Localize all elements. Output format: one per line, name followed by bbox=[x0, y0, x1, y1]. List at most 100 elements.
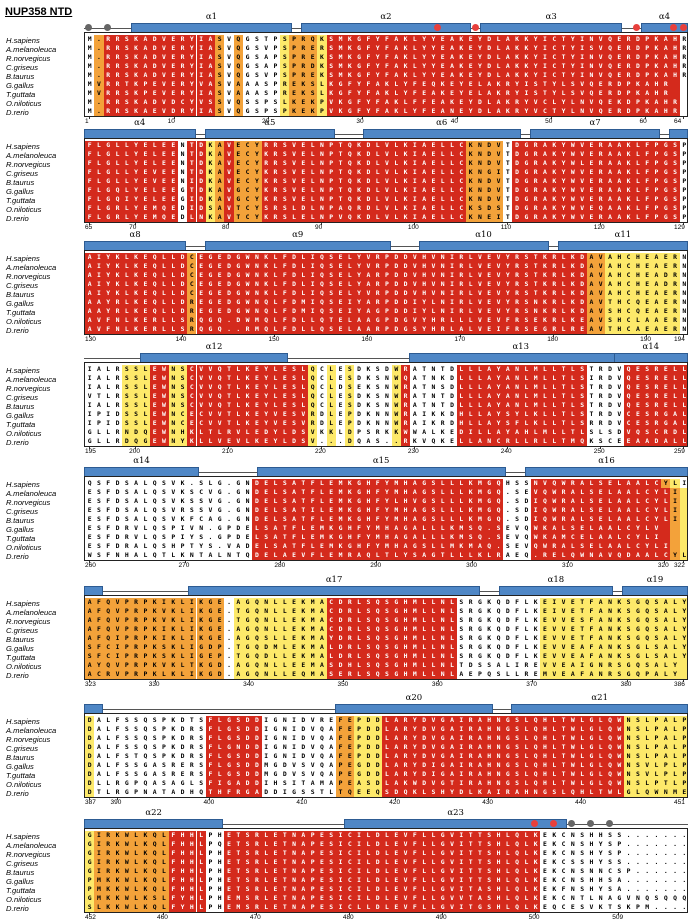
residue: L bbox=[447, 177, 456, 186]
residue: K bbox=[624, 141, 633, 150]
residue: V bbox=[596, 271, 605, 280]
residue: K bbox=[475, 551, 484, 560]
residue: L bbox=[522, 374, 531, 383]
residue: K bbox=[345, 53, 354, 62]
residue: L bbox=[550, 779, 559, 788]
residue: G bbox=[243, 62, 252, 71]
residue: A bbox=[373, 80, 382, 89]
residue: V bbox=[113, 616, 122, 625]
residue: D bbox=[475, 98, 484, 107]
residue: A bbox=[652, 253, 661, 262]
residue: Y bbox=[475, 35, 484, 44]
residue: M bbox=[336, 479, 345, 488]
residue: E bbox=[289, 598, 298, 607]
residue: L bbox=[354, 598, 363, 607]
residue: K bbox=[624, 168, 633, 177]
residue: S bbox=[122, 62, 131, 71]
residue: L bbox=[317, 497, 326, 506]
residue: K bbox=[531, 410, 540, 419]
residue: P bbox=[206, 831, 215, 840]
residue bbox=[680, 661, 688, 670]
residue: D bbox=[354, 410, 363, 419]
residue: A bbox=[234, 598, 243, 607]
residue: A bbox=[392, 770, 401, 779]
residue: S bbox=[122, 743, 131, 752]
residue: Y bbox=[420, 298, 429, 307]
residue: V bbox=[494, 271, 503, 280]
residue: Y bbox=[373, 62, 382, 71]
residue: L bbox=[197, 849, 206, 858]
residue: I bbox=[85, 401, 94, 410]
residue: Y bbox=[494, 419, 503, 428]
residue: R bbox=[150, 325, 159, 334]
residue: C bbox=[178, 98, 187, 107]
residue: L bbox=[104, 437, 113, 446]
residue: M bbox=[336, 488, 345, 497]
residue: E bbox=[224, 876, 233, 885]
residue: I bbox=[197, 62, 206, 71]
residue: L bbox=[447, 195, 456, 204]
ruler-number: 160 bbox=[361, 336, 372, 343]
residue: S bbox=[262, 204, 271, 213]
ruler-number: 380 bbox=[621, 681, 632, 688]
residue: D bbox=[364, 761, 373, 770]
residue: G bbox=[215, 515, 224, 524]
residue: E bbox=[289, 670, 298, 679]
residue: Y bbox=[410, 743, 419, 752]
residue: S bbox=[85, 652, 94, 661]
residue: R bbox=[271, 204, 280, 213]
residue: D bbox=[252, 551, 261, 560]
residue: K bbox=[206, 159, 215, 168]
residue: D bbox=[447, 410, 456, 419]
residue: A bbox=[577, 652, 586, 661]
residue: E bbox=[327, 497, 336, 506]
residue: D bbox=[661, 280, 670, 289]
residue: E bbox=[633, 365, 642, 374]
residue: Q bbox=[308, 374, 317, 383]
residue: L bbox=[577, 761, 586, 770]
residue: G bbox=[224, 743, 233, 752]
residue: W bbox=[568, 168, 577, 177]
residue: Q bbox=[373, 625, 382, 634]
residue: V bbox=[615, 410, 624, 419]
residue: K bbox=[643, 98, 652, 107]
residue: K bbox=[401, 204, 410, 213]
residue: D bbox=[252, 743, 261, 752]
residue: A bbox=[141, 35, 150, 44]
species-name: A.melanoleuca bbox=[6, 726, 56, 735]
residue: V bbox=[410, 271, 419, 280]
residue: N bbox=[169, 392, 178, 401]
residue: T bbox=[299, 779, 308, 788]
residue: G bbox=[503, 725, 512, 734]
residue: A bbox=[252, 788, 261, 797]
residue: C bbox=[243, 195, 252, 204]
residue: L bbox=[466, 307, 475, 316]
residue: D bbox=[364, 716, 373, 725]
species-name: H.sapiens bbox=[6, 254, 40, 263]
residue: Q bbox=[234, 44, 243, 53]
residue: F bbox=[512, 634, 521, 643]
residue: R bbox=[512, 289, 521, 298]
residue: A bbox=[317, 670, 326, 679]
residue: W bbox=[401, 428, 410, 437]
residue: G bbox=[438, 779, 447, 788]
residue: V bbox=[494, 195, 503, 204]
residue: R bbox=[670, 307, 679, 316]
residue: K bbox=[652, 62, 661, 71]
residue: E bbox=[485, 316, 494, 325]
residue: R bbox=[401, 743, 410, 752]
residue: S bbox=[522, 289, 531, 298]
residue: Q bbox=[252, 607, 261, 616]
